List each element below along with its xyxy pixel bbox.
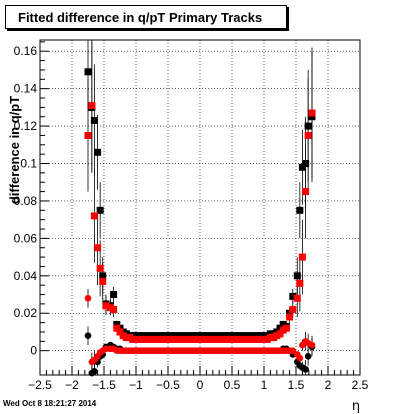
x-tick-label: 0.5 (224, 378, 241, 392)
y-tick-label: 0.12 (14, 119, 38, 133)
chart-title-box: Fitted difference in q/pT Primary Tracks (5, 5, 287, 29)
data-point-square (110, 305, 118, 313)
data-point-square (113, 320, 121, 328)
data-point-square (90, 212, 98, 220)
data-point-square (282, 324, 290, 332)
data-point-square (110, 291, 118, 299)
data-point-square (289, 292, 297, 300)
data-point-circle (91, 367, 98, 375)
x-tick-label: 0 (197, 378, 204, 392)
grid-lines (39, 40, 361, 375)
y-tick-label: 0.08 (14, 194, 38, 208)
data-point-square (298, 253, 306, 261)
data-point-square (116, 328, 124, 336)
data-point-square (293, 294, 301, 302)
data-point-square (296, 279, 304, 287)
x-axis-label: η (352, 399, 360, 414)
chart-title: Fitted difference in q/pT Primary Tracks (18, 10, 263, 25)
x-tick-label: −2 (65, 378, 79, 392)
data-point-square (308, 109, 316, 117)
y-tick-label: 0.1 (20, 157, 37, 171)
data-point-circle (302, 366, 309, 373)
data-point-circle (84, 332, 92, 339)
y-tick-label: 0.16 (14, 44, 38, 58)
y-tick-label: 0.06 (14, 231, 38, 245)
x-tick-label: −1 (129, 378, 143, 392)
data-markers (84, 68, 316, 377)
y-axis-label: difference in q/pT (7, 96, 22, 204)
data-point-square (113, 324, 121, 332)
data-point-square (302, 188, 310, 196)
data-point-square (308, 113, 316, 121)
y-tick-label: 0.14 (14, 82, 38, 96)
y-tick-label: 0.04 (14, 269, 38, 283)
x-tick-label: 1.5 (288, 378, 305, 392)
y-tick-label: 0.02 (14, 306, 38, 320)
data-point-square (94, 244, 102, 252)
y-tick-label: 0 (30, 344, 37, 358)
data-point-square (102, 302, 110, 310)
data-point-square (276, 330, 284, 338)
data-point-square (99, 272, 107, 280)
x-tick-label: 2 (325, 378, 332, 392)
x-tick-label: −1.5 (92, 378, 116, 392)
data-point-square (96, 264, 104, 272)
data-point-circle (84, 294, 92, 302)
data-point-square (304, 122, 312, 130)
x-tick-label: −2.5 (28, 378, 52, 392)
data-point-square (84, 131, 92, 139)
x-tick-label: 2.5 (352, 378, 369, 392)
data-point-square (99, 277, 107, 285)
data-point-square (304, 131, 312, 139)
data-point-square (298, 163, 306, 171)
data-point-square (90, 116, 98, 124)
x-tick-label: 1 (261, 378, 268, 392)
data-point-square (84, 68, 92, 76)
data-point-square (293, 272, 301, 280)
data-point-circle (308, 341, 316, 349)
data-point-square (302, 160, 310, 168)
data-point-square (286, 313, 294, 321)
data-point-square (286, 309, 294, 317)
data-point-square (289, 305, 297, 313)
data-point-square (94, 148, 102, 156)
data-point-square (296, 206, 304, 214)
data-point-square (96, 206, 104, 214)
data-point-circle (289, 347, 297, 354)
axes: −2.5 −2 −1.5 −1 −0.5 0 0.5 1 1.5 2 2.5 0 0.02 0.04 0.0… (14, 41, 369, 392)
timestamp: Wed Oct 8 18:21:27 2014 (3, 399, 97, 408)
x-tick-label: −0.5 (156, 378, 180, 392)
data-point-circle (296, 354, 304, 362)
data-point-circle (304, 352, 312, 360)
data-point-square (88, 102, 96, 110)
